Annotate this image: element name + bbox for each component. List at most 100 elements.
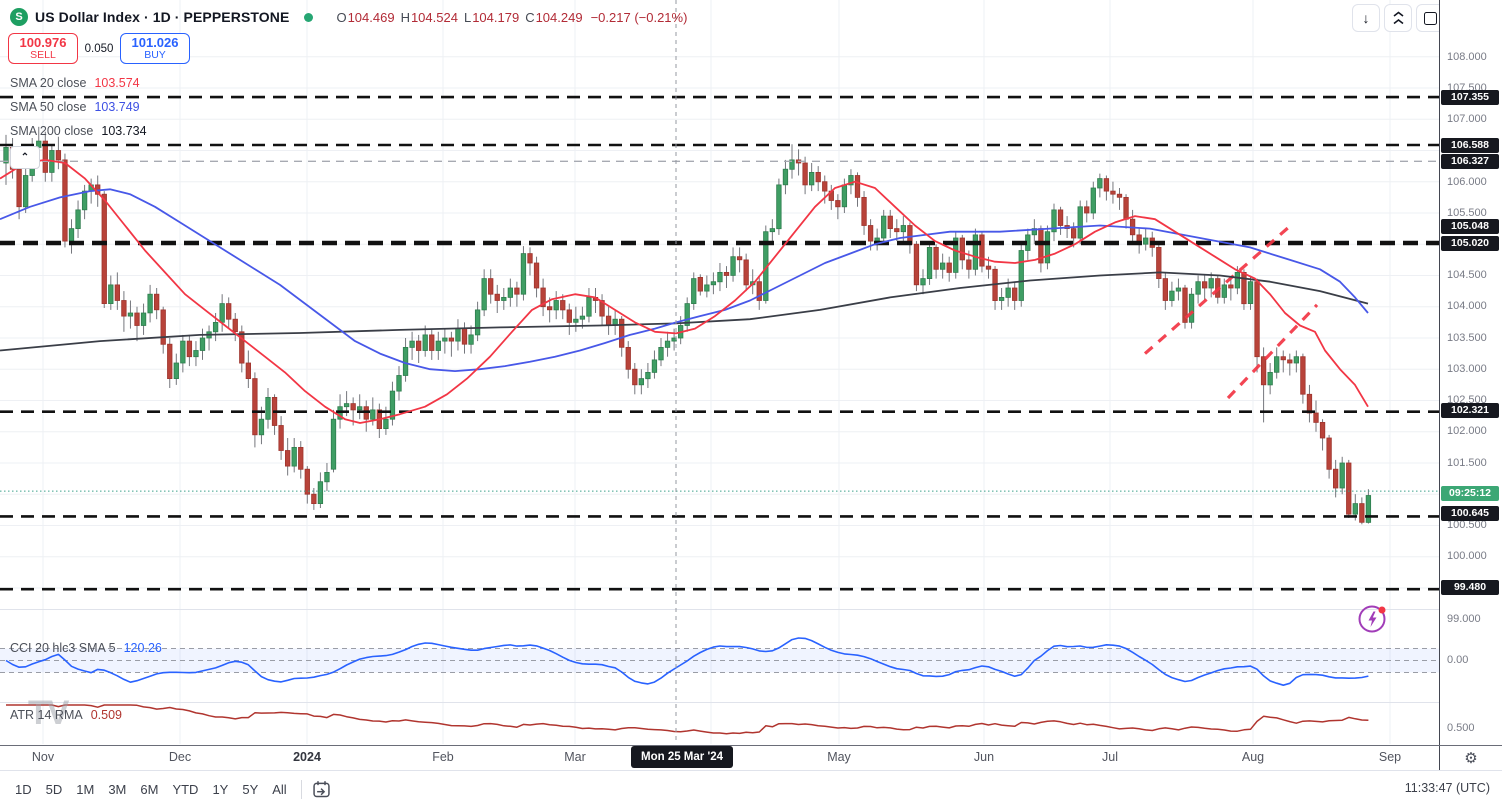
trade-panel: 100.976 SELL 0.050 101.026 BUY (8, 33, 190, 64)
time-axis-label: Feb (432, 750, 454, 764)
atr-legend[interactable]: ATR 14 RMA 0.509 (10, 708, 122, 722)
price-scale[interactable]: 108.000 107.500 107.000 106.000 105.500 104.5… (1440, 0, 1502, 745)
change-value: −0.217 (−0.21%) (590, 9, 688, 25)
fullscreen-icon (1423, 11, 1437, 25)
price-level-chip: 106.588 (1441, 137, 1499, 153)
chevron-up-icon: ⌃ (20, 152, 30, 163)
price-tick: 102.000 (1447, 425, 1487, 437)
range-button-5d[interactable]: 5D (45, 781, 63, 797)
price-tick: 106.000 (1447, 176, 1487, 188)
range-button-3m[interactable]: 3M (108, 781, 127, 797)
high-label: H (400, 9, 410, 25)
sma-legend[interactable]: SMA 20 close 103.574 (10, 76, 140, 90)
close-label: C (525, 9, 535, 25)
price-tick: 100.000 (1447, 550, 1487, 562)
collapse-chart-button[interactable] (1384, 4, 1412, 32)
price-tick: 108.000 (1447, 51, 1487, 63)
symbol-logo-icon[interactable]: S (10, 8, 28, 26)
low-value: 104.179 (472, 9, 520, 25)
bar-countdown-chip: 09:25:12 (1441, 485, 1499, 501)
time-axis-label: 2024 (293, 750, 321, 764)
time-axis-label: Nov (31, 750, 55, 764)
atr-value: 0.509 (90, 708, 122, 722)
chart-canvas[interactable] (0, 0, 1439, 745)
lightning-icon (1358, 605, 1386, 633)
open-label: O (336, 9, 347, 25)
time-axis-label: Aug (1241, 750, 1265, 764)
crosshair-date-chip: Mon 25 Mar '24 (631, 746, 733, 768)
time-scale[interactable]: Nov Dec 2024 Feb Mar May Jun Jul Aug Sep Mon 25 Ma… (0, 746, 1439, 770)
buy-button[interactable]: 101.026 BUY (120, 33, 190, 64)
time-axis-label: Mar (564, 750, 586, 764)
sma-value: 103.749 (94, 100, 140, 114)
bottom-toolbar: 1D 5D 1M 3M 6M YTD 1Y 5Y All (0, 771, 1502, 807)
range-button-6m[interactable]: 6M (140, 781, 159, 797)
price-level-chip: 99.480 (1441, 579, 1499, 595)
sma-name: SMA 50 close (10, 100, 87, 114)
price-tick: 99.000 (1447, 613, 1481, 625)
time-axis-label: Dec (168, 750, 192, 764)
price-tick: 103.000 (1447, 363, 1487, 375)
price-level-chip: 107.355 (1441, 89, 1499, 105)
high-value: 104.524 (410, 9, 458, 25)
price-level-chip: 100.645 (1441, 505, 1499, 521)
close-value: 104.249 (535, 9, 583, 25)
chart-controls: ↓ (1352, 4, 1444, 32)
cci-name: CCI 20 hlc3 SMA 5 (10, 641, 116, 655)
atr-name: ATR 14 RMA (10, 708, 83, 722)
symbol-title[interactable]: US Dollar Index · 1D · PEPPERSTONE (35, 9, 290, 25)
time-axis-label: Jul (1102, 750, 1118, 764)
price-tick: 0.500 (1447, 722, 1475, 734)
gear-icon[interactable]: ⚙ (1464, 750, 1478, 767)
range-button-1m[interactable]: 1M (76, 781, 95, 797)
range-button-5y[interactable]: 5Y (242, 781, 259, 797)
arrow-down-icon: ↓ (1362, 10, 1370, 26)
collapse-legend-button[interactable]: ⌃ (10, 146, 40, 169)
time-axis-label: Jun (973, 750, 995, 764)
time-axis-label: Sep (1378, 750, 1402, 764)
toolbar-divider (300, 779, 302, 799)
open-value: 104.469 (347, 9, 395, 25)
clock-utc[interactable]: 11:33:47 (UTC) (1404, 781, 1490, 795)
range-button-1y[interactable]: 1Y (212, 781, 229, 797)
collapse-vertical-icon (1393, 11, 1403, 25)
price-level-chip: 105.020 (1441, 235, 1499, 251)
symbol-header: S US Dollar Index · 1D · PEPPERSTONE O 10… (10, 7, 687, 27)
flash-alert-button[interactable] (1356, 602, 1386, 633)
price-level-chip: 106.327 (1441, 153, 1499, 169)
time-axis-border (0, 745, 1502, 746)
sma-legend[interactable]: SMA 50 close 103.749 (10, 100, 140, 114)
price-level-chip: 105.048 (1441, 218, 1499, 234)
range-button-1d[interactable]: 1D (15, 781, 32, 797)
price-tick: 104.000 (1447, 300, 1487, 312)
sma-value: 103.574 (94, 76, 140, 90)
price-level-chip: 102.321 (1441, 402, 1499, 418)
sma-legend[interactable]: SMA 200 close 103.734 (10, 124, 147, 138)
sma-name: SMA 20 close (10, 76, 87, 90)
scroll-to-recent-button[interactable]: ↓ (1352, 4, 1380, 32)
scales-corner: ⚙ (1440, 746, 1502, 770)
range-button-ytd[interactable]: YTD (172, 781, 199, 797)
sell-button[interactable]: 100.976 SELL (8, 33, 78, 64)
notification-dot-icon (1378, 606, 1386, 614)
sell-price: 100.976 (19, 35, 67, 51)
calendar-icon (313, 780, 330, 797)
price-tick: 104.500 (1447, 269, 1487, 281)
cci-value: 120.26 (123, 641, 162, 655)
price-tick: 0.00 (1447, 654, 1469, 666)
cci-legend[interactable]: CCI 20 hlc3 SMA 5 120.26 (10, 641, 162, 655)
sma-value: 103.734 (101, 124, 147, 138)
price-tick: 107.000 (1447, 113, 1487, 125)
tradingview-watermark: TV (28, 694, 69, 732)
price-tick: 103.500 (1447, 332, 1487, 344)
price-tick: 101.500 (1447, 457, 1487, 469)
go-to-date-button[interactable] (309, 777, 335, 801)
range-button-all[interactable]: All (272, 781, 287, 797)
sell-label: SELL (30, 48, 56, 61)
buy-label: BUY (144, 48, 166, 61)
spread-value: 0.050 (84, 42, 114, 55)
price-tick: 105.500 (1447, 207, 1487, 219)
market-status-dot-icon[interactable] (304, 12, 314, 22)
sma-name: SMA 200 close (10, 124, 94, 138)
